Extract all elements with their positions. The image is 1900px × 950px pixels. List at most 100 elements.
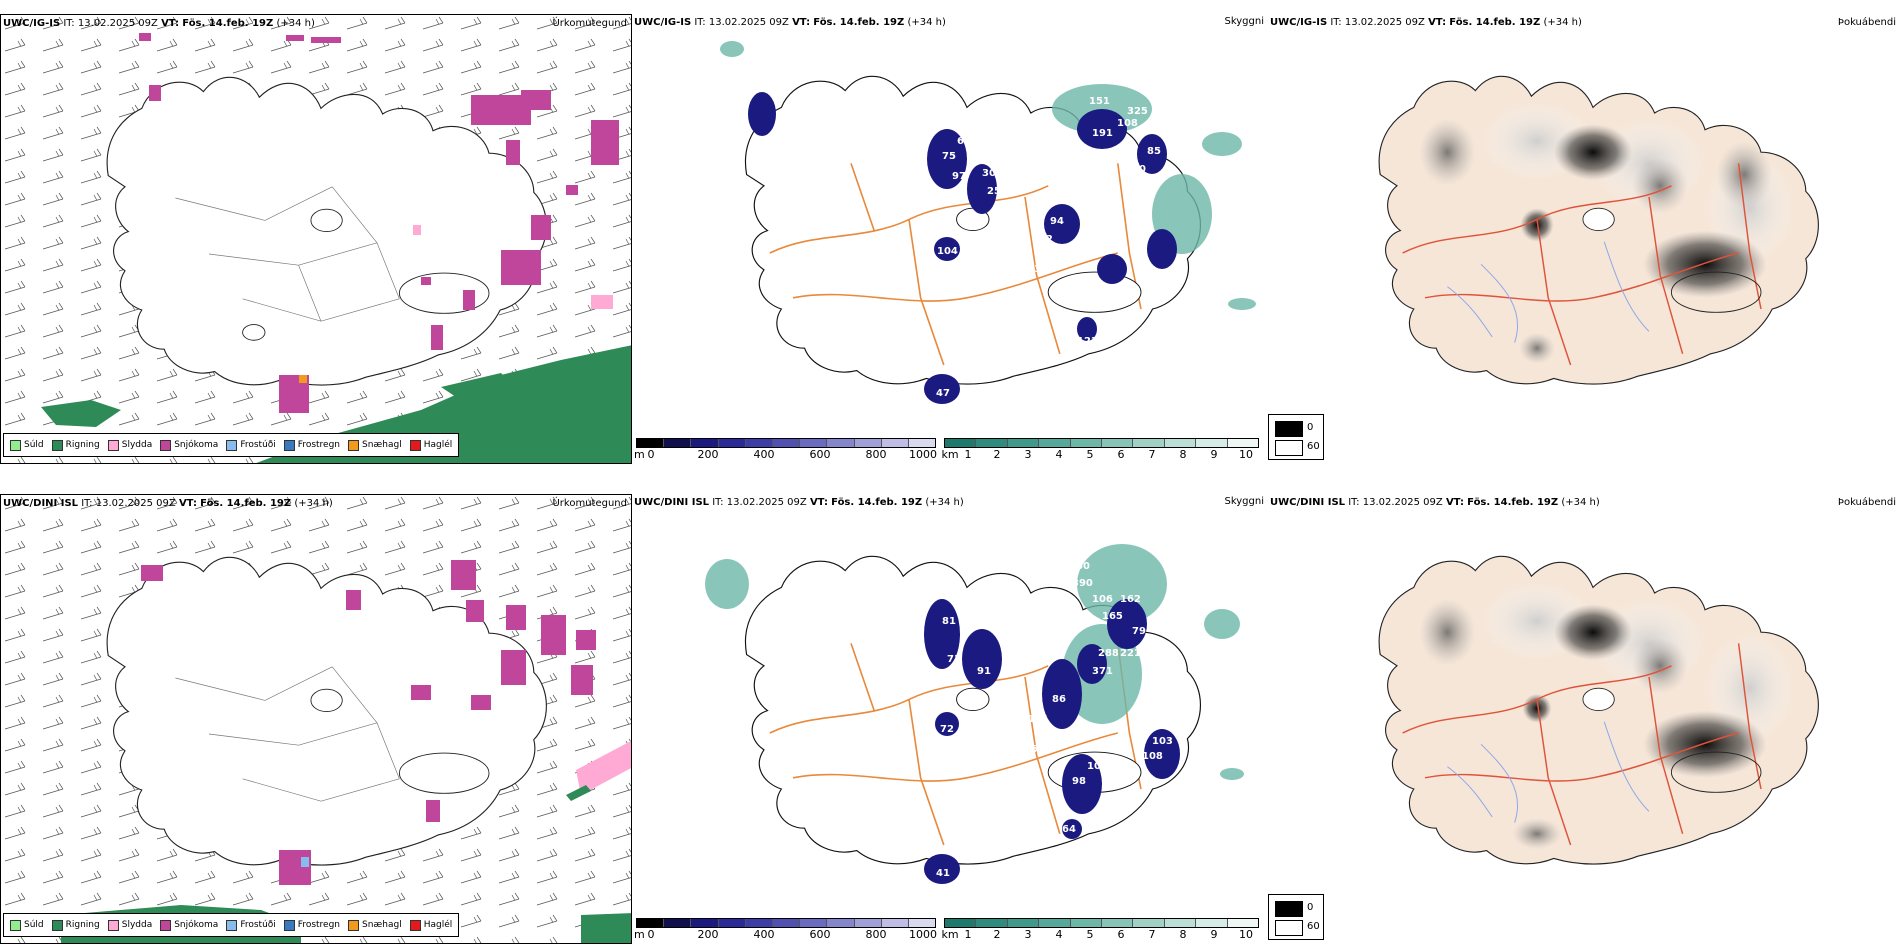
colorbar-swatch <box>1070 919 1103 927</box>
legend-item-rain: Rigning <box>51 439 100 451</box>
cloud-base-label: 191 <box>1092 128 1113 139</box>
valid-time: Fös. 14.feb. 19Z <box>813 17 905 28</box>
valid-time: Fös. 14.feb. 19Z <box>1449 17 1541 28</box>
legend-item-snow: Snjókoma <box>160 439 218 451</box>
init-time: 13.02.2025 09Z <box>77 18 158 29</box>
colorbar-tick: 800 <box>865 928 887 941</box>
colorbar-ticks: km 1 2 3 4 5 6 7 8 9 10 <box>941 448 1259 461</box>
precip-type-legend: Súld Rigning Slydda Snjókoma Frostúði Fr… <box>3 433 460 457</box>
legend-item-drizzle: Súld <box>10 439 44 451</box>
cloud-base-colorbar: m 0 200 400 600 800 1000 <box>634 918 937 941</box>
colorbar-swatch <box>745 439 773 447</box>
colorbar-swatch <box>1039 919 1071 927</box>
visibility-colorbar: km 1 2 3 4 5 6 7 8 9 10 <box>941 918 1259 941</box>
cloud-base-label: 63 <box>1110 724 1124 735</box>
colorbar-tick: 200 <box>697 448 719 461</box>
init-time: 13.02.2025 09Z <box>1362 497 1443 508</box>
colorbar-swatch <box>691 439 719 447</box>
colorbar-tick: 4 <box>1055 928 1063 941</box>
colorbar-tick: 3 <box>1024 448 1032 461</box>
it-label: IT: <box>712 497 724 508</box>
colorbar-tick: 6 <box>1117 928 1125 941</box>
cloud-base-label: 137 <box>1100 286 1121 297</box>
fog-legend-high-label: 0 <box>1307 902 1314 913</box>
colorbar-swatches <box>636 438 936 448</box>
panel-title: Skyggni <box>1224 496 1264 507</box>
fog-legend-high-swatch <box>1275 901 1303 917</box>
colorbar-swatch <box>664 919 692 927</box>
colorbar-tick: 1000 <box>909 928 937 941</box>
colorbar-swatch <box>1164 439 1197 447</box>
fog-legend-low-label: 60 <box>1307 441 1320 452</box>
snow-areas <box>139 33 619 413</box>
colorbar-tick: 10 <box>1239 448 1253 461</box>
legend-item-freezing-rain: Frostregn <box>283 919 340 931</box>
colorbar-swatch <box>1133 439 1165 447</box>
valid-time: Fös. 14.feb. 19Z <box>831 497 923 508</box>
legend-item-snow-pellets: Snæhagl <box>348 439 402 451</box>
cloud-base-label: 165 <box>1102 611 1123 622</box>
panel-title: Úrkomutegund <box>552 18 627 29</box>
lead-time: (+34 h) <box>907 17 946 28</box>
cloud-visibility-panel-row2: UWC/DINI ISL IT: 13.02.2025 09Z VT: Fös.… <box>632 494 1268 944</box>
cloud-base-label: 102 <box>914 848 935 859</box>
colorbar-swatch <box>976 439 1008 447</box>
it-label: IT: <box>1348 497 1360 508</box>
cloud-base-areas <box>924 599 1180 884</box>
colorbar-swatch <box>1070 439 1103 447</box>
cloud-base-map: 60 390 106 162 165 79 81 79 91 73 103 37… <box>705 544 1244 884</box>
colorbar-tick: 0 <box>647 448 655 461</box>
legend-swatch <box>107 919 119 931</box>
visibility-colorbar: km 1 2 3 4 5 6 7 8 9 10 <box>941 438 1259 461</box>
cloud-base-label: 79 <box>962 616 976 627</box>
init-time: 13.02.2025 09Z <box>726 497 807 508</box>
precip-type-legend: Súld Rigning Slydda Snjókoma Frostúði Fr… <box>3 913 460 937</box>
fog-index-map <box>1378 75 1819 385</box>
fog-legend: 0 60 <box>1268 414 1324 460</box>
legend-swatch <box>348 439 360 451</box>
colorbar-swatch <box>945 919 977 927</box>
colorbar-swatch <box>908 919 936 927</box>
it-label: IT: <box>1330 17 1342 28</box>
panel-header: UWC/IG-IS IT: 13.02.2025 09Z VT: Fös. 14… <box>1270 17 1582 28</box>
colorbar-swatch <box>827 919 855 927</box>
colorbar-swatch <box>1007 439 1040 447</box>
cloud-base-label: 47 <box>936 388 950 399</box>
cloud-base-label: 64 <box>1062 824 1076 835</box>
colorbar-swatch <box>881 919 909 927</box>
colorbar-tick: 9 <box>1210 928 1218 941</box>
snow-areas <box>141 560 596 885</box>
visibility-areas <box>705 544 1244 780</box>
colorbar-swatch <box>854 439 882 447</box>
fog-index-panel-row1: UWC/IG-IS IT: 13.02.2025 09Z VT: Fös. 14… <box>1268 14 1900 464</box>
cloud-base-label: 73 <box>1137 266 1151 277</box>
fog-index-map <box>1378 555 1819 865</box>
colorbar-tick: 600 <box>809 928 831 941</box>
colorbar-tick: 1 <box>964 448 972 461</box>
colorbar-swatch <box>772 439 801 447</box>
cloud-base-label: 72 <box>940 724 954 735</box>
colorbar-tick: 800 <box>865 448 887 461</box>
valid-time: Fös. 14.feb. 19Z <box>1467 497 1559 508</box>
colorbar-tick: 4 <box>1055 448 1063 461</box>
lead-time: (+34 h) <box>1561 497 1600 508</box>
cloud-base-label: 103 <box>1152 736 1173 747</box>
precip-type-map <box>1 15 631 463</box>
colorbar-swatch <box>800 919 828 927</box>
colorbar-tick: 10 <box>1239 928 1253 941</box>
init-time: 13.02.2025 09Z <box>1344 17 1425 28</box>
legend-item-hail: Haglél <box>409 919 452 931</box>
cloud-base-label: 104 <box>937 246 958 257</box>
cloud-base-label: 162 <box>1120 594 1141 605</box>
vt-label: VT: <box>1445 497 1464 508</box>
legend-swatch <box>10 439 21 451</box>
vt-label: VT: <box>1428 17 1447 28</box>
panel-title: Úrkomutegund <box>552 498 627 509</box>
colorbar-swatch <box>1164 919 1197 927</box>
cloud-base-label: 104 <box>1087 761 1108 772</box>
panel-title: Þokuábendi <box>1837 17 1896 28</box>
model-name: UWC/IG-IS <box>634 17 692 28</box>
lead-time: (+34 h) <box>1543 17 1582 28</box>
fog-legend-low-swatch <box>1275 440 1303 456</box>
fog-legend-low-label: 60 <box>1307 921 1320 932</box>
